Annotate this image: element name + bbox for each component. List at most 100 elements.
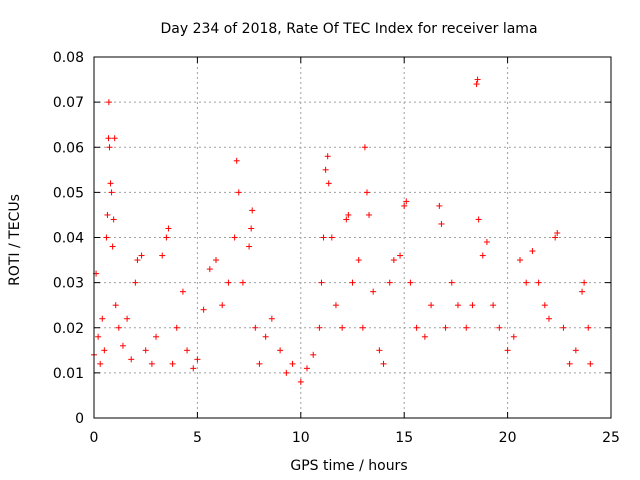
x-axis-label: GPS time / hours [290,458,407,474]
data-point [310,351,317,358]
data-point [386,279,393,286]
data-point [345,211,352,218]
data-point [165,225,172,232]
data-point [366,211,373,218]
data-point [552,234,559,241]
data-point [124,315,131,322]
data-point [159,252,166,259]
data-point [349,279,356,286]
data-point [324,153,331,160]
data-point [328,234,335,241]
data-point [190,365,197,372]
data-point [490,302,497,309]
data-point [421,333,428,340]
y-tick-label: 0.03 [53,276,84,292]
data-point [184,347,191,354]
data-point [322,166,329,173]
y-tick-label: 0.01 [53,366,84,382]
data-point [407,279,414,286]
data-point [438,220,445,227]
data-point [289,360,296,367]
data-point [376,347,383,354]
data-point [99,315,106,322]
data-point [355,257,362,264]
data-point [403,198,410,205]
data-point [235,189,242,196]
data-point [134,257,141,264]
data-point [108,189,115,196]
data-point [390,257,397,264]
data-point [483,239,490,246]
data-point [474,76,481,83]
data-point [585,324,592,331]
data-point [496,324,503,331]
data-point [572,347,579,354]
chart-title: Day 234 of 2018, Rate Of TEC Index for r… [160,21,537,37]
data-point [107,180,114,187]
data-point [475,216,482,223]
data-point [560,324,567,331]
data-point [401,202,408,209]
data-point [153,333,160,340]
data-point [105,135,112,142]
data-point [233,157,240,164]
data-point [510,333,517,340]
data-point [436,202,443,209]
data-point [463,324,470,331]
x-tick-label: 25 [602,430,620,446]
y-tick-label: 0.06 [53,140,84,156]
data-point [469,302,476,309]
data-point [115,324,122,331]
y-tick-label: 0.04 [53,231,84,247]
y-tick-label: 0.05 [53,185,84,201]
data-point [504,347,511,354]
data-point [173,324,180,331]
data-point [142,347,149,354]
data-point [163,234,170,241]
data-series-roti [91,76,594,385]
data-point [332,302,339,309]
data-point [105,99,112,106]
data-point [318,279,325,286]
x-tick-label: 20 [499,430,517,446]
data-point [397,252,404,259]
data-point [104,211,111,218]
x-axis-ticks: 0 5 10 15 20 25 [90,57,620,446]
data-point [428,302,435,309]
data-point [535,279,542,286]
y-tick-label: 0.07 [53,95,84,111]
data-point [103,234,110,241]
data-point [249,207,256,214]
data-point [448,279,455,286]
data-point [304,365,311,372]
data-point [454,302,461,309]
x-tick-label: 0 [90,430,99,446]
data-point [97,360,104,367]
data-point [206,266,213,273]
data-point [225,279,232,286]
data-point [111,135,118,142]
y-tick-label: 0.02 [53,321,84,337]
data-point [579,288,586,295]
data-point [268,315,275,322]
data-point [148,360,155,367]
x-tick-label: 15 [395,430,413,446]
data-point [95,333,102,340]
data-point [219,302,226,309]
data-point [262,333,269,340]
data-point [138,252,145,259]
data-point [554,229,561,236]
data-point [473,81,480,88]
data-point [169,360,176,367]
data-point [246,243,253,250]
data-point [581,279,588,286]
data-point [239,279,246,286]
data-point [413,324,420,331]
data-point [101,347,108,354]
data-point [325,180,332,187]
data-point [320,234,327,241]
data-point [529,248,536,255]
grid-lines [94,57,611,418]
